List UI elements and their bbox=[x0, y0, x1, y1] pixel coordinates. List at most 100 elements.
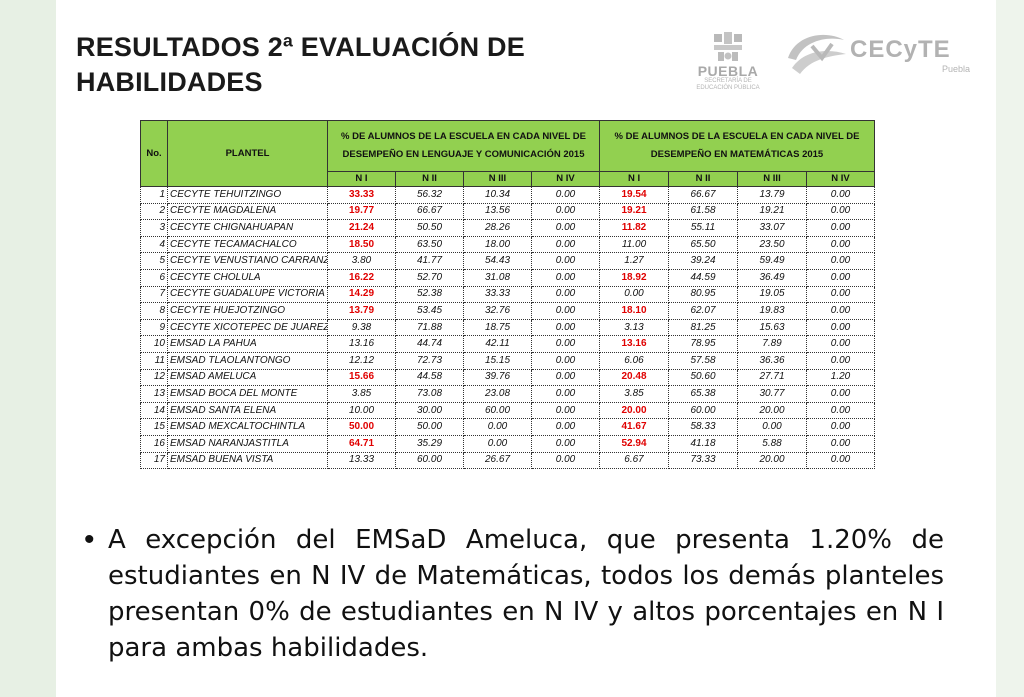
lenguaje-level-cell: 0.00 bbox=[530, 252, 601, 270]
lenguaje-level-cell: 13.16 bbox=[327, 335, 396, 353]
row-number-cell: 6 bbox=[140, 268, 168, 287]
matematicas-level-cell: 60.00 bbox=[668, 401, 739, 420]
lenguaje-level-cell: 16.22 bbox=[327, 268, 396, 287]
table-row: 14 EMSAD SANTA ELENA 10.00 30.00 60.00 0.00 20… bbox=[140, 401, 876, 420]
lenguaje-level-cell: 32.76 bbox=[463, 302, 532, 320]
table-row: 10 EMSAD LA PAHUA 13.16 44.74 42.11 0.00 13.16… bbox=[140, 335, 876, 353]
matematicas-level-cell: 19.83 bbox=[737, 302, 808, 320]
table-header-row: No. PLANTEL % DE ALUMNOS DE LA ESCUELA E… bbox=[140, 120, 876, 187]
matematicas-level-cell: 59.49 bbox=[737, 252, 808, 270]
lenguaje-level-cell: 0.00 bbox=[530, 285, 601, 304]
lenguaje-level-cell: 12.12 bbox=[327, 351, 396, 370]
lenguaje-level-cell: 30.00 bbox=[395, 401, 464, 420]
matematicas-level-cell: 61.58 bbox=[668, 202, 739, 221]
row-number-cell: 14 bbox=[140, 401, 168, 420]
lenguaje-level-cell: 44.58 bbox=[395, 368, 464, 387]
lenguaje-level-cell: 0.00 bbox=[530, 385, 601, 403]
matematicas-level-cell: 6.67 bbox=[599, 451, 670, 470]
plantel-name-cell: CECYTE CHIGNAHUAPAN bbox=[167, 219, 328, 237]
lenguaje-level-cell: 0.00 bbox=[530, 401, 601, 420]
matematicas-level-cell: 23.50 bbox=[737, 235, 808, 254]
lenguaje-level-cell: 28.26 bbox=[463, 219, 532, 237]
lenguaje-level-cell: 64.71 bbox=[327, 434, 396, 453]
table-row: 2 CECYTE MAGDALENA 19.77 66.67 13.56 0.00 19.2… bbox=[140, 202, 876, 221]
lenguaje-level-cell: 0.00 bbox=[530, 451, 601, 470]
lenguaje-level-cell: 0.00 bbox=[530, 318, 601, 337]
matematicas-level-cell: 20.00 bbox=[737, 451, 808, 470]
lenguaje-level-cell: 33.33 bbox=[463, 285, 532, 304]
row-number-cell: 17 bbox=[140, 451, 168, 470]
lenguaje-level-cell: 41.77 bbox=[395, 252, 464, 270]
matematicas-level-cell: 20.00 bbox=[599, 401, 670, 420]
matematicas-level-cell: 52.94 bbox=[599, 434, 670, 453]
matematicas-level-cell: 19.05 bbox=[737, 285, 808, 304]
plantel-name-cell: EMSAD NARANJASTITLA bbox=[167, 434, 328, 453]
matematicas-level-cell: 78.95 bbox=[668, 335, 739, 353]
lenguaje-level-cell: 18.75 bbox=[463, 318, 532, 337]
row-number-cell: 15 bbox=[140, 418, 168, 436]
level-header: N II bbox=[668, 171, 739, 187]
table-row: 3 CECYTE CHIGNAHUAPAN 21.24 50.50 28.26 0.00 1… bbox=[140, 219, 876, 237]
right-decorative-band bbox=[996, 0, 1024, 697]
left-decorative-band bbox=[0, 0, 56, 697]
cecyte-swoosh-icon bbox=[788, 34, 846, 74]
matematicas-level-cell: 0.00 bbox=[599, 285, 670, 304]
table-row: 6 CECYTE CHOLULA 16.22 52.70 31.08 0.00 18.92 4… bbox=[140, 268, 876, 287]
puebla-emblem-icon bbox=[714, 32, 742, 61]
lenguaje-level-cell: 56.32 bbox=[395, 186, 464, 204]
level-header: N I bbox=[599, 171, 670, 187]
results-table: No. PLANTEL % DE ALUMNOS DE LA ESCUELA E… bbox=[140, 120, 876, 470]
lenguaje-level-cell: 35.29 bbox=[395, 434, 464, 453]
lenguaje-level-cell: 54.43 bbox=[463, 252, 532, 270]
lenguaje-level-cell: 0.00 bbox=[530, 418, 601, 436]
matematicas-level-cell: 30.77 bbox=[737, 385, 808, 403]
matematicas-level-cell: 36.36 bbox=[737, 351, 808, 370]
table-body: 1 CECYTE TEHUITZINGO 33.33 56.32 10.34 0.00 19… bbox=[140, 186, 876, 470]
matematicas-level-cell: 0.00 bbox=[806, 285, 876, 304]
puebla-logo-word: PUEBLA bbox=[697, 63, 759, 79]
plantel-name-cell: CECYTE XICOTEPEC DE JUAREZ bbox=[167, 318, 328, 337]
group-header-lenguaje: % DE ALUMNOS DE LA ESCUELA EN CADA NIVEL… bbox=[326, 120, 601, 172]
slide-title: RESULTADOS 2ª EVALUACIÓN DE HABILIDADES bbox=[76, 30, 636, 100]
lenguaje-level-cell: 0.00 bbox=[530, 186, 601, 204]
matematicas-level-cell: 0.00 bbox=[806, 401, 876, 420]
matematicas-level-cell: 0.00 bbox=[806, 385, 876, 403]
lenguaje-level-cell: 60.00 bbox=[395, 451, 464, 470]
matematicas-level-cell: 50.60 bbox=[668, 368, 739, 387]
matematicas-level-cell: 41.67 bbox=[599, 418, 670, 436]
plantel-name-cell: EMSAD BOCA DEL MONTE bbox=[167, 385, 328, 403]
matematicas-level-cell: 19.21 bbox=[599, 202, 670, 221]
plantel-name-cell: EMSAD MEXCALTOCHINTLA bbox=[167, 418, 328, 436]
cecyte-logo: CECyTE Puebla bbox=[782, 28, 974, 84]
matematicas-level-cell: 0.00 bbox=[806, 252, 876, 270]
lenguaje-level-cell: 50.00 bbox=[395, 418, 464, 436]
matematicas-level-cell: 0.00 bbox=[806, 335, 876, 353]
lenguaje-level-cell: 0.00 bbox=[530, 202, 601, 221]
matematicas-level-cell: 20.48 bbox=[599, 368, 670, 387]
matematicas-level-cell: 1.20 bbox=[806, 368, 876, 387]
matematicas-level-cell: 13.79 bbox=[737, 186, 808, 204]
lenguaje-level-cell: 21.24 bbox=[327, 219, 396, 237]
matematicas-level-cell: 65.50 bbox=[668, 235, 739, 254]
lenguaje-level-cell: 18.50 bbox=[327, 235, 396, 254]
matematicas-level-cell: 0.00 bbox=[806, 186, 876, 204]
lenguaje-level-cell: 52.38 bbox=[395, 285, 464, 304]
row-number-cell: 7 bbox=[140, 285, 168, 304]
lenguaje-level-cell: 0.00 bbox=[530, 351, 601, 370]
col-header-no: No. bbox=[140, 120, 168, 187]
col-header-plantel: PLANTEL bbox=[167, 120, 328, 187]
plantel-name-cell: CECYTE MAGDALENA bbox=[167, 202, 328, 221]
matematicas-level-cell: 36.49 bbox=[737, 268, 808, 287]
lenguaje-level-cell: 0.00 bbox=[530, 268, 601, 287]
matematicas-level-cell: 20.00 bbox=[737, 401, 808, 420]
summary-text: A excepción del EMSaD Ameluca, que prese… bbox=[108, 525, 944, 663]
group-header-matematicas: % DE ALUMNOS DE LA ESCUELA EN CADA NIVEL… bbox=[599, 120, 876, 172]
plantel-name-cell: EMSAD AMELUCA bbox=[167, 368, 328, 387]
plantel-name-cell: EMSAD BUENA VISTA bbox=[167, 451, 328, 470]
lenguaje-level-cell: 18.00 bbox=[463, 235, 532, 254]
table-row: 13 EMSAD BOCA DEL MONTE 3.85 73.08 23.08 0.00… bbox=[140, 385, 876, 403]
row-number-cell: 3 bbox=[140, 219, 168, 237]
table-row: 16 EMSAD NARANJASTITLA 64.71 35.29 0.00 0.00 5… bbox=[140, 434, 876, 453]
table-row: 12 EMSAD AMELUCA 15.66 44.58 39.76 0.00 20.48 5… bbox=[140, 368, 876, 387]
lenguaje-level-cell: 15.66 bbox=[327, 368, 396, 387]
